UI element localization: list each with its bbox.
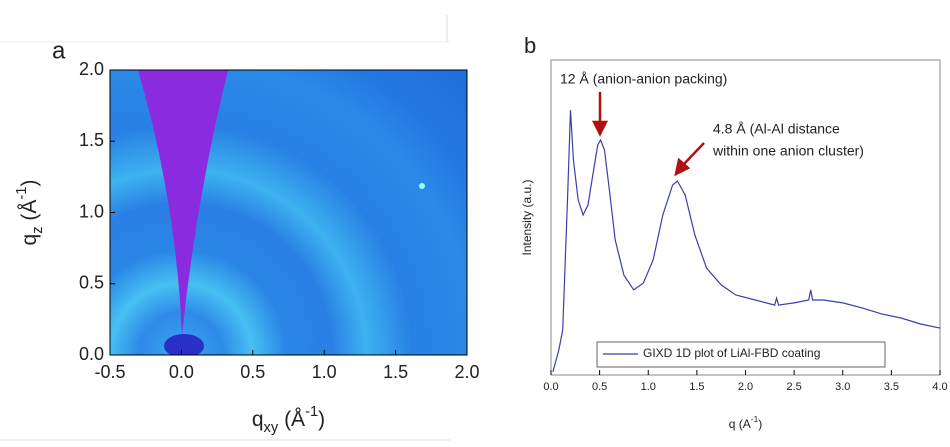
label-part: ) [318, 408, 325, 431]
scattering-image [110, 70, 467, 355]
axis-label: qxy (Å-1) [252, 404, 325, 436]
x-tick-label: 2.0 [738, 381, 753, 393]
y-tick-label: 1.0 [79, 201, 104, 221]
x-tick-label: 3.5 [884, 381, 899, 393]
arrows [591, 92, 705, 177]
label-part: xy [264, 420, 279, 436]
axis-label: qz (Å-1) [14, 180, 46, 246]
x-tick-label: 0.5 [240, 362, 265, 382]
panel-label: b [524, 33, 536, 58]
label-part: q [252, 408, 264, 431]
label-part: ) [18, 180, 41, 187]
legend-label: GIXD 1D plot of LiAl-FBD coating [643, 346, 820, 360]
label-part: (Å [18, 200, 41, 227]
label-part: q (A [729, 417, 751, 431]
annotation: within one anion cluster) [712, 143, 864, 159]
x-tick-label: 1.0 [641, 381, 656, 393]
x-tick-label: 2.5 [786, 381, 801, 393]
y-tick-label: 0.0 [79, 344, 104, 364]
x-tick-label: 0.0 [169, 362, 194, 382]
x-tick-label: 1.0 [312, 362, 337, 382]
y-tick-label: 1.5 [79, 130, 104, 150]
x-tick-label: 2.0 [454, 362, 479, 382]
legend [596, 341, 886, 368]
x-tick-label: 4.0 [932, 381, 947, 393]
arrowhead [591, 120, 609, 137]
label-part: Intensity (a.u.) [520, 179, 534, 255]
x-tick-label: 0.5 [592, 381, 607, 393]
annotation: 12 Å (anion-anion packing) [560, 71, 727, 87]
label-part: -1 [751, 414, 759, 424]
arrow [683, 142, 705, 165]
y-tick-label: 2.0 [79, 59, 104, 79]
x-tick-label: 1.5 [383, 362, 408, 382]
arrowhead [674, 157, 691, 177]
x-tick-label: 1.5 [689, 381, 704, 393]
label-part: q [18, 234, 41, 246]
annotation: 4.8 Å (Al-Al distance [713, 121, 840, 137]
label-part: z [30, 226, 46, 233]
missing-wedge [138, 70, 228, 335]
label-part: -1 [305, 404, 318, 420]
axis-label: q (A-1) [729, 414, 762, 431]
label-part: ) [758, 417, 762, 431]
x-tick-label: 3.0 [835, 381, 850, 393]
x-tick-label: 0.0 [543, 381, 558, 393]
frame [550, 59, 941, 376]
axis-label: Intensity (a.u.) [520, 179, 534, 255]
label-part: -1 [14, 187, 30, 200]
x-tick-label: -0.5 [94, 362, 125, 382]
beam-stop [164, 334, 204, 355]
label-part: (Å [278, 408, 305, 431]
y-tick-label: 0.5 [79, 273, 104, 293]
spot [419, 183, 425, 189]
series-line [552, 110, 941, 373]
panel-label: a [52, 37, 66, 64]
